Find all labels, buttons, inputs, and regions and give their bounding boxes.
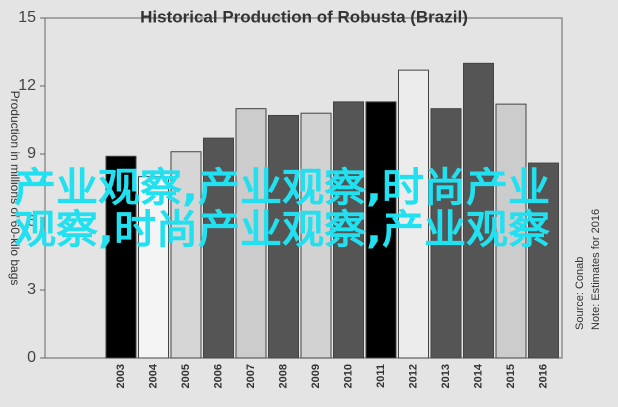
bar xyxy=(170,151,202,359)
bar xyxy=(463,62,494,359)
note: Note: Estimates for 2016 xyxy=(590,209,602,330)
bar xyxy=(105,155,137,359)
x-tick-label: 2007 xyxy=(245,364,257,388)
x-tick-label: 2005 xyxy=(180,364,192,388)
y-tick-label: 6 xyxy=(27,213,36,230)
bar xyxy=(333,101,364,359)
watermark: 观察,时尚产业观察,产业观察 xyxy=(14,207,550,253)
y-tick-label: 15 xyxy=(18,9,36,26)
y-axis-label: Production in millions of 60-kilo bags xyxy=(8,91,22,286)
bar xyxy=(398,69,429,359)
note: Source: Conab xyxy=(574,257,586,330)
y-tick-label: 0 xyxy=(27,349,36,366)
bar xyxy=(300,112,332,359)
x-tick-label: 2013 xyxy=(440,364,452,388)
y-tick-label: 9 xyxy=(27,145,36,162)
x-tick-label: 2006 xyxy=(212,364,224,388)
x-tick-label: 2014 xyxy=(472,363,484,388)
bar xyxy=(495,103,527,359)
bar xyxy=(528,162,559,359)
bar xyxy=(235,108,267,359)
x-tick-label: 2010 xyxy=(342,364,354,388)
x-tick-label: 2016 xyxy=(537,364,549,388)
bar xyxy=(203,137,234,359)
x-tick-label: 2003 xyxy=(115,364,127,388)
watermark: 产业观察,产业观察,时尚产业 xyxy=(14,165,550,211)
bar xyxy=(138,176,169,359)
x-tick-label: 2008 xyxy=(277,364,289,388)
chart-title: Historical Production of Robusta (Brazil… xyxy=(140,7,468,26)
x-tick-label: 2012 xyxy=(407,364,419,388)
y-tick-label: 12 xyxy=(18,77,36,94)
bar xyxy=(430,108,462,359)
x-tick-label: 2004 xyxy=(147,363,159,388)
y-tick-label: 3 xyxy=(27,281,36,298)
bar xyxy=(268,114,299,359)
x-tick-label: 2011 xyxy=(375,364,387,388)
x-tick-label: 2009 xyxy=(310,364,322,388)
x-tick-label: 2015 xyxy=(505,364,517,388)
bar xyxy=(365,101,397,359)
